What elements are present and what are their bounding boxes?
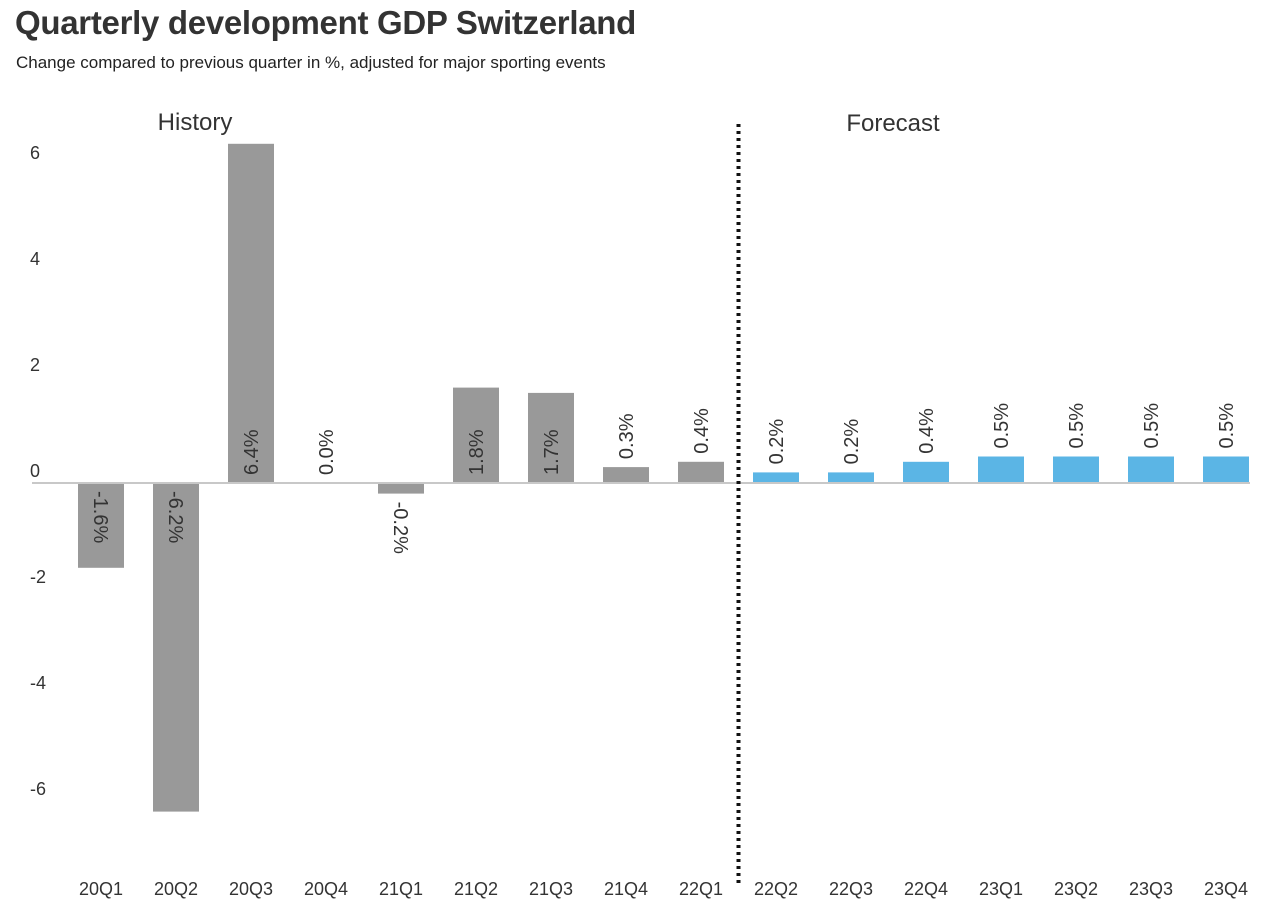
x-tick-label: 20Q1 — [79, 879, 123, 899]
bar-23q1 — [978, 456, 1024, 483]
x-tick-label: 21Q3 — [529, 879, 573, 899]
data-label: 6.4% — [241, 429, 263, 475]
data-label: 0.5% — [1141, 403, 1163, 449]
y-tick-label: 6 — [30, 143, 40, 163]
data-label: 0.4% — [691, 408, 713, 454]
x-tick-label: 23Q1 — [979, 879, 1023, 899]
history-label: History — [158, 109, 233, 136]
bar-22q2 — [753, 472, 799, 483]
bar-23q3 — [1128, 456, 1174, 483]
chart-subtitle: Change compared to previous quarter in %… — [16, 53, 606, 72]
bar-20q2 — [153, 483, 199, 812]
x-tick-label: 21Q2 — [454, 879, 498, 899]
data-label: 0.3% — [616, 413, 638, 459]
x-tick-label: 20Q3 — [229, 879, 273, 899]
x-tick-label: 23Q2 — [1054, 879, 1098, 899]
bar-20q3 — [228, 143, 274, 484]
x-tick-label: 20Q2 — [154, 879, 198, 899]
bar-23q2 — [1053, 456, 1099, 483]
data-label: 0.4% — [916, 408, 938, 454]
bar-21q1 — [378, 483, 424, 494]
data-label: 0.5% — [991, 403, 1013, 449]
y-tick-label: -2 — [30, 567, 46, 587]
x-tick-label: 21Q1 — [379, 879, 423, 899]
data-label: 0.2% — [766, 419, 788, 465]
x-tick-label: 22Q1 — [679, 879, 723, 899]
x-tick-label: 22Q4 — [904, 879, 948, 899]
y-tick-label: -4 — [30, 673, 46, 693]
y-tick-label: -6 — [30, 779, 46, 799]
bar-22q1 — [678, 461, 724, 483]
data-label: 0.5% — [1066, 403, 1088, 449]
bar-22q3 — [828, 472, 874, 483]
forecast-label: Forecast — [846, 110, 940, 137]
data-label: 0.2% — [841, 419, 863, 465]
data-label: 1.8% — [466, 429, 488, 475]
x-tick-label: 22Q2 — [754, 879, 798, 899]
bar-20q1 — [78, 483, 124, 568]
data-label: 0.0% — [316, 429, 338, 475]
y-tick-label: 4 — [30, 249, 40, 269]
bar-23q4 — [1203, 456, 1249, 483]
x-tick-label: 20Q4 — [304, 879, 348, 899]
bar-21q3 — [528, 392, 574, 483]
data-label: 1.7% — [541, 429, 563, 475]
bar-22q4 — [903, 461, 949, 483]
x-tick-label: 21Q4 — [604, 879, 648, 899]
data-label: 0.5% — [1216, 403, 1238, 449]
data-label: -0.2% — [389, 502, 411, 554]
x-tick-label: 23Q4 — [1204, 879, 1248, 899]
bar-21q4 — [603, 467, 649, 483]
x-tick-label: 22Q3 — [829, 879, 873, 899]
data-label: -6.2% — [164, 491, 186, 543]
y-tick-label: 2 — [30, 355, 40, 375]
y-tick-label: 0 — [30, 461, 40, 481]
chart-title: Quarterly development GDP Switzerland — [15, 4, 636, 41]
bar-21q2 — [453, 387, 499, 483]
data-label: -1.6% — [89, 491, 111, 543]
x-tick-label: 23Q3 — [1129, 879, 1173, 899]
